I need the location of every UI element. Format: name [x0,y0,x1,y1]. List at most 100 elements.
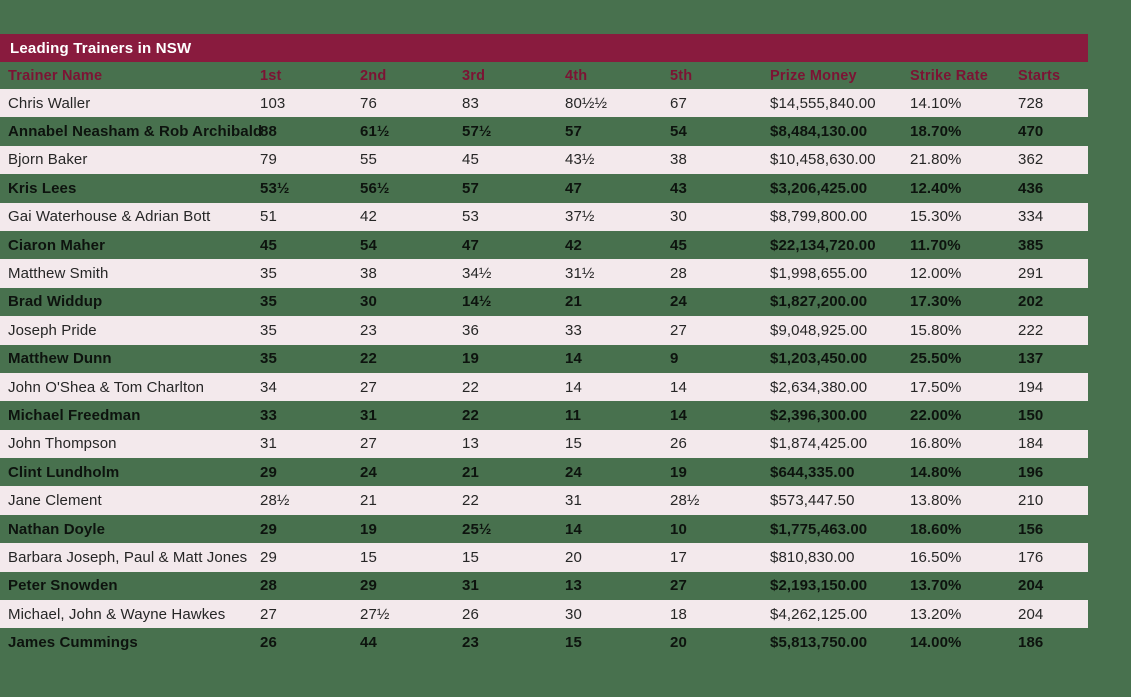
cell-third: 14½ [462,293,492,311]
cell-second: 76 [360,94,377,112]
cell-strike-rate: 13.70% [910,577,962,595]
cell-fifth: 14 [670,378,687,396]
cell-first: 29 [260,463,277,481]
cell-first: 88 [260,123,277,141]
cell-starts: 184 [1018,435,1044,453]
cell-strike-rate: 14.80% [910,463,962,481]
cell-fifth: 26 [670,435,687,453]
cell-prize-money: $1,203,450.00 [770,350,868,368]
cell-trainer-name: Jane Clement [8,492,102,510]
cell-trainer-name: Matthew Dunn [8,350,112,368]
cell-fifth: 28 [670,265,687,283]
cell-prize-money: $1,775,463.00 [770,520,868,538]
cell-fourth: 80½½ [565,94,608,112]
table-row: Matthew Smith 35 38 34½ 31½ 28 $1,998,655.00 12… [0,259,1088,288]
table-row: Michael Freedman 33 31 22 11 14 $2,396,300.00 2… [0,401,1088,429]
cell-trainer-name: Matthew Smith [8,265,109,283]
table-row: Kris Lees 53½ 56½ 57 47 43 $3,206,425.00 12.40%… [0,174,1088,202]
cell-third: 19 [462,350,479,368]
cell-trainer-name: Kris Lees [8,179,77,197]
cell-prize-money: $2,193,150.00 [770,577,868,595]
cell-strike-rate: 11.70% [910,236,961,254]
cell-fifth: 38 [670,151,687,169]
cell-prize-money: $22,134,720.00 [770,236,876,254]
cell-trainer-name: Clint Lundholm [8,463,120,481]
cell-second: 15 [360,548,377,566]
cell-strike-rate: 12.40% [910,179,962,197]
cell-fourth: 37½ [565,208,595,226]
cell-prize-money: $644,335.00 [770,463,855,481]
cell-prize-money: $1,998,655.00 [770,265,868,283]
cell-second: 21 [360,492,377,510]
cell-first: 29 [260,520,277,538]
cell-fifth: 9 [670,350,679,368]
cell-strike-rate: 17.50% [910,378,962,396]
cell-third: 13 [462,435,479,453]
cell-strike-rate: 14.10% [910,94,962,112]
cell-strike-rate: 16.80% [910,435,962,453]
cell-first: 31 [260,435,277,453]
cell-strike-rate: 13.20% [910,605,962,623]
cell-starts: 334 [1018,208,1044,226]
cell-second: 38 [360,265,377,283]
cell-trainer-name: Brad Widdup [8,293,103,311]
cell-first: 26 [260,634,277,652]
cell-strike-rate: 25.50% [910,350,962,368]
table-row: Clint Lundholm 29 24 21 24 19 $644,335.00 14.80… [0,458,1088,486]
cell-fourth: 14 [565,520,582,538]
cell-fourth: 57 [565,123,582,141]
cell-strike-rate: 12.00% [910,265,962,283]
cell-second: 27½ [360,605,390,623]
cell-second: 61½ [360,123,390,141]
cell-fifth: 67 [670,94,687,112]
table-row: Brad Widdup 35 30 14½ 21 24 $1,827,200.00 17.30… [0,288,1088,316]
cell-third: 57 [462,179,479,197]
cell-second: 29 [360,577,377,595]
cell-second: 54 [360,236,377,254]
cell-trainer-name: Michael, John & Wayne Hawkes [8,605,226,623]
cell-second: 56½ [360,179,390,197]
cell-starts: 202 [1018,293,1044,311]
cell-fourth: 14 [565,350,582,368]
cell-trainer-name: Nathan Doyle [8,520,106,538]
cell-trainer-name: John Thompson [8,435,117,453]
cell-fourth: 30 [565,605,582,623]
table-row: Bjorn Baker 79 55 45 43½ 38 $10,458,630.00 21.8… [0,145,1088,175]
cell-second: 22 [360,350,377,368]
cell-fifth: 43 [670,179,687,197]
cell-strike-rate: 13.80% [910,492,962,510]
cell-second: 24 [360,463,377,481]
table-row: Barbara Joseph, Paul & Matt Jones 29 15 15 2… [0,543,1088,572]
cell-starts: 176 [1018,548,1044,566]
cell-first: 103 [260,94,286,112]
cell-strike-rate: 17.30% [910,293,962,311]
cell-starts: 204 [1018,577,1044,595]
cell-first: 28 [260,577,277,595]
cell-first: 45 [260,236,277,254]
cell-prize-money: $14,555,840.00 [770,94,876,112]
cell-prize-money: $3,206,425.00 [770,179,868,197]
table-row: Jane Clement 28½ 21 22 31 28½ $573,447.50 13.80… [0,486,1088,515]
cell-strike-rate: 18.70% [910,123,962,141]
cell-trainer-name: John O'Shea & Tom Charlton [8,378,205,396]
cell-trainer-name: Chris Waller [8,94,91,112]
cell-fifth: 18 [670,605,687,623]
cell-fourth: 13 [565,577,582,595]
cell-third: 21 [462,463,479,481]
cell-third: 25½ [462,520,492,538]
table-row: Michael, John & Wayne Hawkes 27 27½ 26 30 18 $… [0,600,1088,629]
cell-second: 27 [360,378,377,396]
cell-prize-money: $2,634,380.00 [770,378,868,396]
cell-starts: 196 [1018,463,1044,481]
cell-third: 45 [462,151,479,169]
cell-starts: 156 [1018,520,1044,538]
cell-fifth: 17 [670,548,687,566]
cell-third: 83 [462,94,479,112]
table-body: Chris Waller 103 76 83 80½½ 67 $14,555,840.00 1… [0,89,1088,657]
cell-fifth: 24 [670,293,687,311]
cell-strike-rate: 16.50% [910,548,962,566]
cell-third: 22 [462,492,479,510]
column-header-fifth: 5th [670,67,693,84]
header-row: Trainer Name 1st 2nd 3rd 4th 5th Prize Money St… [0,62,1088,89]
